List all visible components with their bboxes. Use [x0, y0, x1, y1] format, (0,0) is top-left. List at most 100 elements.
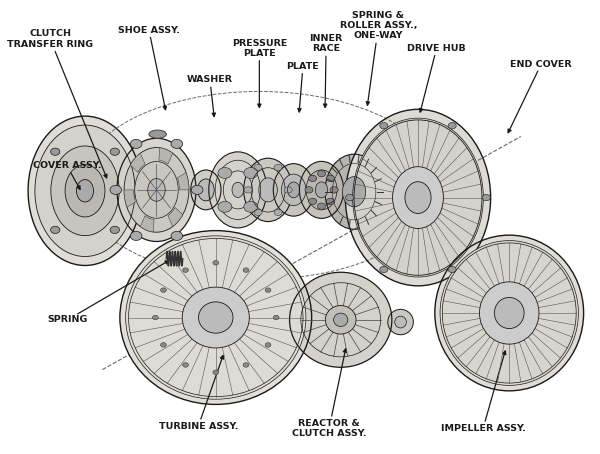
Ellipse shape: [440, 241, 578, 385]
Polygon shape: [130, 153, 145, 173]
Ellipse shape: [274, 164, 282, 171]
Ellipse shape: [259, 178, 277, 202]
Ellipse shape: [110, 185, 122, 194]
Ellipse shape: [325, 154, 383, 229]
Ellipse shape: [197, 179, 214, 201]
Ellipse shape: [305, 187, 313, 193]
Ellipse shape: [316, 182, 328, 198]
Ellipse shape: [254, 164, 262, 171]
Ellipse shape: [405, 182, 431, 213]
Polygon shape: [178, 173, 189, 190]
Ellipse shape: [243, 268, 249, 272]
Ellipse shape: [148, 178, 165, 201]
Ellipse shape: [244, 168, 258, 178]
Ellipse shape: [125, 236, 306, 399]
Ellipse shape: [274, 209, 282, 216]
Ellipse shape: [232, 183, 244, 197]
Ellipse shape: [182, 287, 250, 348]
Ellipse shape: [326, 175, 334, 182]
Ellipse shape: [191, 185, 203, 194]
Ellipse shape: [325, 306, 356, 334]
Ellipse shape: [435, 235, 584, 391]
Ellipse shape: [448, 123, 456, 129]
Ellipse shape: [130, 139, 142, 148]
Ellipse shape: [353, 118, 484, 277]
Ellipse shape: [65, 165, 105, 217]
Ellipse shape: [28, 116, 142, 266]
Ellipse shape: [76, 180, 94, 202]
Ellipse shape: [199, 302, 233, 333]
Ellipse shape: [290, 272, 392, 367]
Text: SPRING &
ROLLER ASSY.,
ONE-WAY: SPRING & ROLLER ASSY., ONE-WAY: [340, 11, 417, 105]
Ellipse shape: [479, 282, 539, 344]
Ellipse shape: [117, 138, 196, 242]
Ellipse shape: [50, 148, 60, 155]
Text: END COVER: END COVER: [508, 59, 572, 133]
Text: REACTOR &
CLUTCH ASSY.: REACTOR & CLUTCH ASSY.: [292, 349, 367, 438]
Text: PLATE: PLATE: [287, 62, 319, 112]
Ellipse shape: [273, 315, 279, 320]
Ellipse shape: [161, 288, 166, 292]
Text: CLUTCH
TRANSFER RING: CLUTCH TRANSFER RING: [7, 30, 107, 178]
Ellipse shape: [330, 187, 338, 193]
Ellipse shape: [482, 194, 490, 201]
Ellipse shape: [254, 209, 262, 216]
Text: DRIVE HUB: DRIVE HUB: [407, 44, 466, 112]
Polygon shape: [140, 216, 154, 232]
Ellipse shape: [51, 146, 119, 236]
Ellipse shape: [265, 288, 271, 292]
Ellipse shape: [346, 109, 491, 286]
Ellipse shape: [152, 315, 158, 320]
Ellipse shape: [284, 187, 292, 193]
Ellipse shape: [346, 194, 354, 201]
Ellipse shape: [110, 226, 119, 233]
Polygon shape: [159, 148, 173, 164]
Polygon shape: [124, 190, 136, 207]
Ellipse shape: [392, 167, 443, 228]
Ellipse shape: [120, 231, 311, 405]
Ellipse shape: [448, 266, 456, 272]
Ellipse shape: [306, 170, 337, 210]
Ellipse shape: [299, 161, 344, 218]
Text: SPRING: SPRING: [47, 261, 169, 324]
Ellipse shape: [317, 170, 326, 177]
Text: IMPELLER ASSY.: IMPELLER ASSY.: [440, 351, 526, 433]
Ellipse shape: [334, 313, 348, 326]
Ellipse shape: [243, 363, 249, 367]
Ellipse shape: [171, 139, 182, 148]
Ellipse shape: [171, 232, 182, 241]
Ellipse shape: [388, 309, 413, 335]
Ellipse shape: [287, 182, 300, 198]
Ellipse shape: [35, 125, 135, 257]
Ellipse shape: [308, 198, 317, 205]
Ellipse shape: [209, 152, 267, 228]
Ellipse shape: [494, 297, 524, 329]
Ellipse shape: [265, 343, 271, 347]
Ellipse shape: [218, 168, 232, 178]
Ellipse shape: [218, 202, 232, 212]
Ellipse shape: [281, 174, 306, 206]
Ellipse shape: [380, 123, 388, 129]
Ellipse shape: [244, 158, 292, 222]
Ellipse shape: [326, 198, 334, 205]
Ellipse shape: [124, 148, 189, 232]
Ellipse shape: [308, 175, 317, 182]
Ellipse shape: [182, 268, 188, 272]
Text: WASHER: WASHER: [187, 75, 233, 117]
Ellipse shape: [130, 232, 142, 241]
Text: SHOE ASSY.: SHOE ASSY.: [118, 25, 180, 110]
Ellipse shape: [149, 130, 166, 138]
Text: TURBINE ASSY.: TURBINE ASSY.: [158, 355, 238, 431]
Ellipse shape: [135, 162, 178, 218]
Ellipse shape: [161, 343, 166, 347]
Text: COVER ASSY.: COVER ASSY.: [33, 162, 101, 189]
Ellipse shape: [317, 203, 326, 209]
Ellipse shape: [273, 163, 314, 216]
Ellipse shape: [110, 148, 119, 155]
Text: INNER
RACE: INNER RACE: [310, 34, 343, 108]
Ellipse shape: [380, 266, 388, 272]
Ellipse shape: [213, 261, 218, 265]
Ellipse shape: [182, 363, 188, 367]
Ellipse shape: [244, 187, 252, 193]
Text: PRESSURE
PLATE: PRESSURE PLATE: [232, 39, 287, 108]
